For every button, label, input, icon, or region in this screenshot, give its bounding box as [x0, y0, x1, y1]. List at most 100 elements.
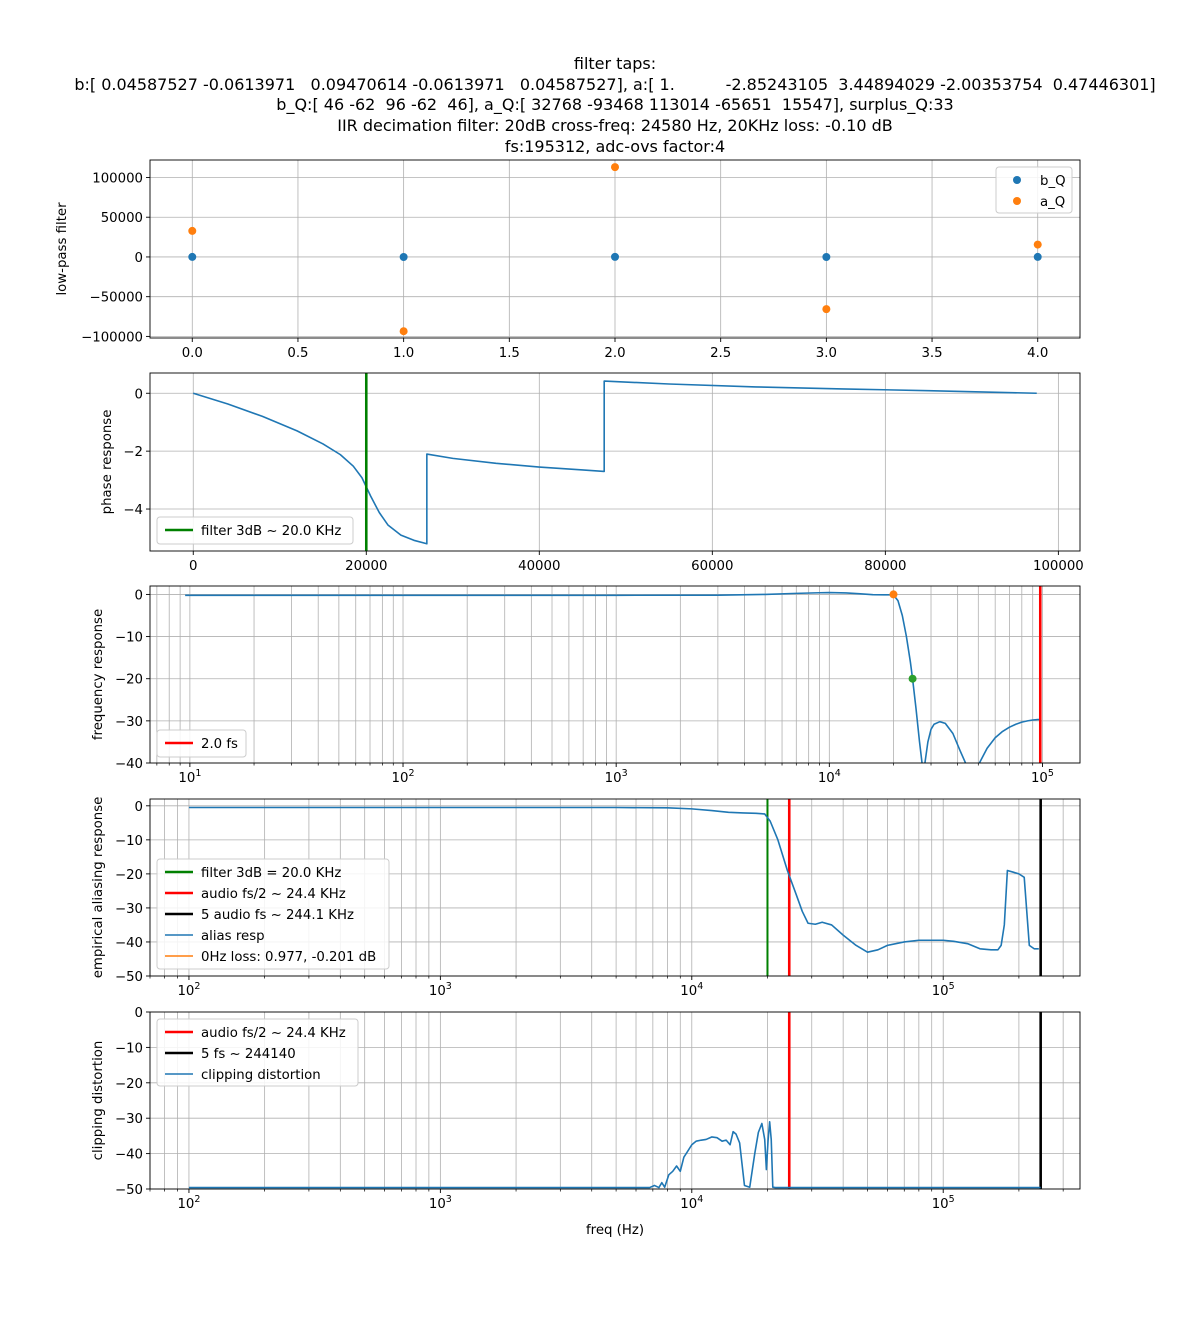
- legend-item: 2.0 fs: [165, 737, 238, 752]
- y-tick-label: −30: [115, 1112, 143, 1127]
- x-tick-label: 20000: [345, 559, 387, 574]
- x-tick-label: 3.5: [921, 346, 942, 361]
- y-tick-label: 100000: [92, 171, 143, 186]
- grid: [150, 586, 1080, 764]
- marker-point: [908, 674, 917, 683]
- legend-box: [156, 516, 354, 545]
- plot-area: [188, 799, 1042, 976]
- legend-label: 5 audio fs ~ 244.1 KHz: [201, 908, 354, 923]
- x-tick-label: 60000: [691, 559, 733, 574]
- point-b-q: [399, 252, 408, 261]
- point-b-q: [611, 252, 619, 261]
- legend-marker: [1013, 176, 1021, 184]
- legend-label: filter 3dB ~ 20.0 KHz: [201, 524, 341, 539]
- y-tick-label: −40: [115, 936, 143, 951]
- legend-item: 5 fs ~ 244140: [165, 1047, 296, 1062]
- y-tick-label: 50000: [101, 211, 143, 226]
- y-axis-label: frequency response: [91, 609, 106, 740]
- subplot-1: 0.0 0.5 1.0 1.5 2.0 2.5 3.0 3.5 4.0 −100000 −50000…: [55, 159, 1081, 361]
- point-b-q: [188, 252, 197, 261]
- y-tick-label: 0: [135, 1006, 143, 1021]
- series-line: [188, 806, 1039, 953]
- y-tick-label: −50000: [90, 291, 143, 306]
- y-tick-label: −20: [115, 1077, 143, 1092]
- legend-label: clipping distortion: [201, 1068, 321, 1083]
- legend-label: 5 fs ~ 244140: [201, 1047, 296, 1062]
- x-axis-label: freq (Hz): [586, 1223, 644, 1238]
- marker-point: [889, 590, 898, 599]
- x-tick-label: 0.5: [287, 346, 308, 361]
- y-axis-label: clipping distortion: [91, 1041, 106, 1161]
- ticks: 0.0 0.5 1.0 1.5 2.0 2.5 3.0 3.5 4.0 −100000 −50000…: [81, 171, 1048, 361]
- legend-box: [156, 858, 390, 970]
- y-axis-label: empirical aliasing response: [91, 797, 106, 979]
- legend-item: a_Q: [1013, 195, 1065, 210]
- legend-item: audio fs/2 ~ 24.4 KHz: [165, 887, 346, 902]
- y-tick-label: 0: [135, 387, 143, 402]
- title-line-2: b:[ 0.04587527 -0.0613971 0.09470614 -0.…: [74, 75, 1155, 94]
- x-tick-label: 0: [189, 559, 197, 574]
- legend-marker: [1013, 197, 1021, 205]
- subplot-2: 0 20000 40000 60000 80000 100000 −4 −2 0 phase re…: [100, 372, 1084, 574]
- point-a-q: [188, 226, 197, 235]
- subplots: 0.0 0.5 1.0 1.5 2.0 2.5 3.0 3.5 4.0−100000−50000…: [55, 159, 1084, 1238]
- legend-label: alias resp: [201, 929, 265, 944]
- legend-label: a_Q: [1040, 195, 1065, 210]
- y-tick-label: −30: [115, 715, 143, 730]
- point-a-q: [822, 305, 831, 314]
- y-tick-label: −50: [115, 1183, 143, 1198]
- legend-label: 0Hz loss: 0.977, -0.201 dB: [201, 950, 376, 965]
- y-tick-label: 0: [135, 800, 143, 815]
- x-tick-label: 3.0: [816, 346, 837, 361]
- legend: audio fs/2 ~ 24.4 KHz 5 fs ~ 244140 clippi…: [156, 1018, 359, 1087]
- y-axis-label: phase response: [100, 410, 115, 515]
- plot-area: [193, 373, 1037, 551]
- ticks: 0 20000 40000 60000 80000 100000 −4 −2 0: [123, 387, 1083, 574]
- legend-item: 5 audio fs ~ 244.1 KHz: [165, 908, 354, 923]
- title-line-1: filter taps:: [574, 54, 656, 73]
- figure-title: filter taps: b:[ 0.04587527 -0.0613971 0…: [74, 54, 1155, 156]
- legend-label: audio fs/2 ~ 24.4 KHz: [201, 1026, 346, 1041]
- legend-item: b_Q: [1013, 174, 1066, 189]
- legend-item: filter 3dB ~ 20.0 KHz: [165, 524, 341, 539]
- y-axis-label: low-pass filter: [55, 202, 70, 296]
- x-tick-label: 4.0: [1027, 346, 1048, 361]
- point-a-q: [399, 327, 408, 336]
- x-tick-label: 2.5: [710, 346, 731, 361]
- axes-frame: [149, 1011, 1081, 1190]
- x-tick-label: 100000: [1033, 559, 1084, 574]
- grid: [149, 1011, 1080, 1190]
- x-tick-label: 2.0: [604, 346, 625, 361]
- x-tick-label: 40000: [518, 559, 560, 574]
- axes-frame: [149, 372, 1081, 552]
- y-tick-label: −40: [115, 1148, 143, 1163]
- y-tick-label: −4: [123, 503, 143, 518]
- axes-frame: [149, 585, 1081, 764]
- ticks: 102 103 104 105−50−40−30−20−100: [115, 800, 1064, 999]
- series-line: [188, 1120, 1041, 1189]
- x-tick-label: 1.0: [393, 346, 414, 361]
- y-tick-label: −100000: [81, 330, 143, 345]
- legend-item: clipping distortion: [165, 1068, 321, 1083]
- point-a-q: [1033, 240, 1042, 249]
- x-tick-label: 80000: [864, 559, 906, 574]
- y-tick-label: −2: [123, 445, 143, 460]
- title-line-4: IIR decimation filter: 20dB cross-freq: …: [337, 116, 893, 135]
- y-tick-label: −20: [115, 673, 143, 688]
- legend: filter 3dB ~ 20.0 KHz: [156, 516, 354, 545]
- y-tick-label: −50: [115, 970, 143, 985]
- legend-item: audio fs/2 ~ 24.4 KHz: [165, 1026, 346, 1041]
- plot-area: [185, 586, 1042, 763]
- x-tick-label: 0.0: [182, 346, 203, 361]
- title-line-5: fs:195312, adc-ovs factor:4: [505, 137, 725, 156]
- legend-label: 2.0 fs: [201, 737, 238, 752]
- y-tick-label: 0: [135, 251, 143, 266]
- legend-box: [156, 729, 247, 758]
- point-b-q: [1033, 252, 1042, 261]
- legend-label: audio fs/2 ~ 24.4 KHz: [201, 887, 346, 902]
- y-tick-label: −10: [115, 631, 143, 646]
